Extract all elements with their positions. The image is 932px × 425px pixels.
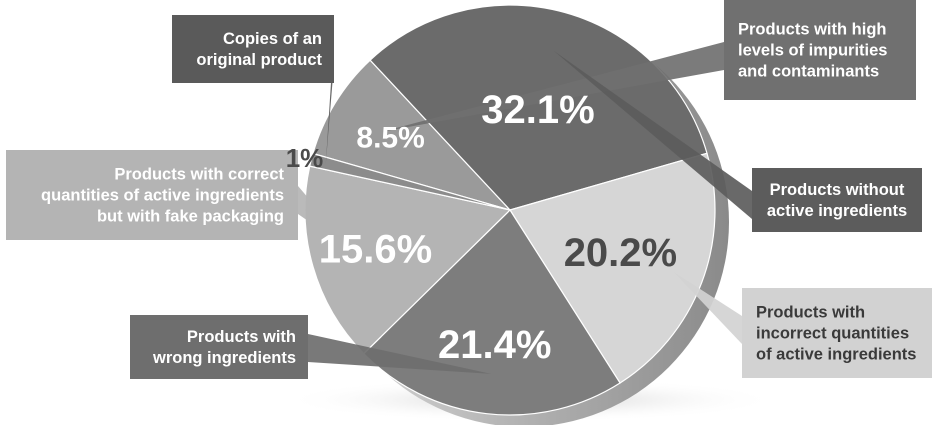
callout-text-line: and contaminants	[738, 63, 879, 81]
callout-box	[742, 288, 932, 378]
slice-value-label: 15.6%	[319, 228, 432, 272]
callout-box	[172, 15, 334, 83]
callout-text-line: wrong ingredients	[152, 349, 296, 367]
callout-pointer	[308, 334, 492, 374]
callout-label: Products with high levels of impurities an…	[724, 0, 916, 100]
slice-value-label: 20.2%	[564, 231, 677, 275]
slice-value-label: 8.5%	[356, 121, 424, 154]
callout-pointer	[554, 51, 752, 219]
callout-text-line: Copies of an	[223, 30, 322, 48]
callout-text-line: Products with	[756, 304, 865, 322]
slice-value-label: 1%	[286, 143, 324, 173]
callout-label: Products with wrong ingredients	[130, 315, 308, 379]
callout-text-line: Products with correct	[114, 166, 284, 184]
callout-box	[130, 315, 308, 379]
callout-text-line: levels of impurities	[738, 42, 887, 60]
callout-text-line: Products with	[187, 328, 296, 346]
callout-text-line: but with fake packaging	[97, 208, 284, 226]
callout-label: Products with incorrect quantities of acti…	[742, 288, 932, 378]
callout-pointer	[382, 42, 724, 132]
slice-value-label: 21.4%	[438, 323, 551, 367]
pie-slice	[309, 152, 511, 211]
callout-label: Copies of an original product	[172, 15, 334, 83]
callout-text-line: quantities of active ingredients	[41, 187, 284, 205]
slice-value-label: 32.1%	[481, 88, 594, 132]
callout-pointer	[673, 272, 742, 344]
pie-slice	[369, 4, 708, 211]
callout-text-line: incorrect quantities	[756, 325, 909, 343]
callout-box	[752, 168, 922, 232]
callout-label: Products with correct quantities of activ…	[6, 150, 298, 240]
callout-label: Products without active ingredients	[752, 168, 922, 232]
callout-text-line: Products without	[770, 181, 905, 199]
callout-text-line: Products with high	[738, 21, 887, 39]
callout-box	[6, 150, 298, 240]
callout-box	[724, 0, 916, 100]
callout-text-line: active ingredients	[767, 202, 907, 220]
callout-text-line: original product	[196, 51, 322, 69]
callout-text-line: of active ingredients	[756, 346, 916, 364]
pie-slice	[304, 165, 512, 355]
pie-slice	[312, 59, 512, 212]
callout-pointer	[298, 186, 357, 255]
